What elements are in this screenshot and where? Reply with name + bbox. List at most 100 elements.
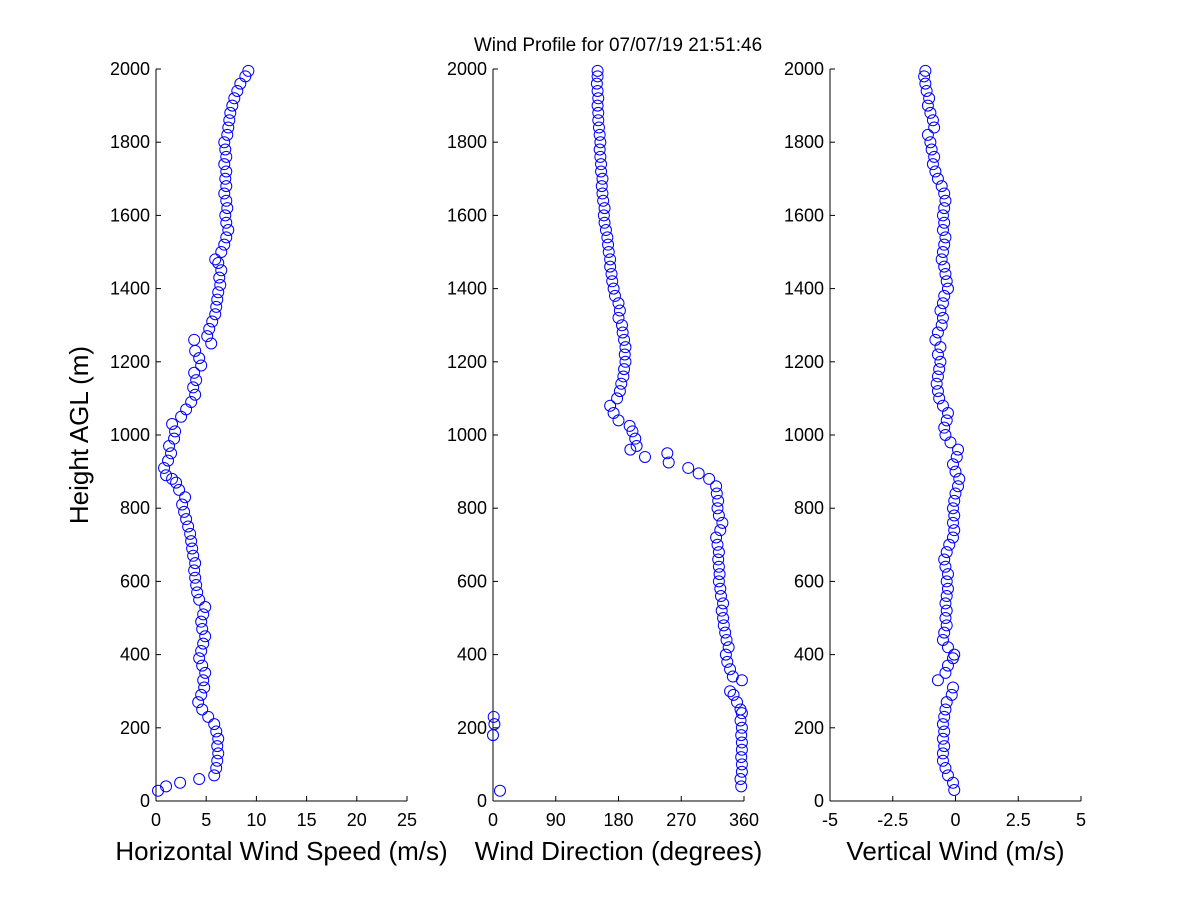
- hws-data-point: [220, 216, 233, 229]
- hws-data-point: [162, 454, 175, 467]
- vw-data-point: [936, 311, 949, 324]
- hws-data-point: [169, 425, 182, 438]
- hws-data-point: [224, 106, 237, 119]
- vw-data-point: [948, 648, 961, 661]
- wdir-data-point: [735, 758, 748, 771]
- vw-data-point: [946, 502, 959, 515]
- vw-data-point: [941, 641, 954, 654]
- wdir-xtick-label: 90: [546, 810, 566, 830]
- wdir-ytick-label: 1200: [447, 352, 487, 372]
- vw-data-point: [935, 253, 948, 266]
- vw-data-point: [952, 443, 965, 456]
- figure-title: Wind Profile for 07/07/19 21:51:46: [474, 35, 762, 56]
- vw-data-point: [919, 64, 932, 77]
- hws-data-point: [215, 246, 228, 258]
- vw-data-point: [946, 531, 959, 544]
- hws-data-point: [220, 231, 233, 244]
- wdir-data-point: [611, 392, 624, 405]
- hws-data-point: [166, 472, 179, 485]
- hws-data-point: [202, 710, 215, 723]
- vw-data-point: [946, 681, 959, 694]
- wdir-data-point: [591, 64, 604, 77]
- wdir-data-point: [597, 194, 610, 207]
- hws-data-point: [208, 718, 221, 731]
- wdir-data-point: [712, 560, 725, 573]
- wdir-data-point: [735, 751, 748, 764]
- vw-data-point: [934, 341, 947, 354]
- wdir-data-point: [612, 311, 625, 324]
- wdir-data-point: [602, 238, 615, 251]
- vw-data-point: [936, 754, 949, 767]
- vw-data-point: [939, 429, 952, 441]
- wdir-data-point: [595, 180, 608, 193]
- hws-data-point: [195, 688, 208, 701]
- hws-data-point: [213, 271, 226, 284]
- vw-data-point: [936, 209, 949, 222]
- wdir-data-point: [623, 419, 636, 432]
- wdir-data-point: [615, 377, 628, 390]
- hws-data-point: [199, 630, 212, 643]
- hws-data-point: [221, 202, 234, 215]
- wdir-xtick-label: 180: [603, 810, 633, 830]
- vw-data-point: [924, 136, 937, 149]
- wdir-data-point: [711, 538, 724, 551]
- wdir-data-point: [606, 275, 619, 288]
- wdir-data-point: [592, 114, 605, 127]
- vw-data-point: [938, 238, 951, 251]
- hws-data-point: [197, 637, 210, 650]
- hws-data-point: [193, 352, 206, 365]
- vw-xtick-label: 0: [950, 810, 960, 830]
- hws-data-point: [199, 601, 212, 614]
- vw-data-point: [920, 84, 933, 97]
- vw-data-point: [938, 421, 951, 434]
- hws-data-point: [178, 505, 191, 518]
- hws-data-point: [185, 535, 198, 548]
- vw-data-point: [950, 450, 963, 463]
- wdir-data-point: [626, 425, 639, 438]
- wdir-data-point: [714, 524, 727, 537]
- vw-ytick-label: 0: [814, 791, 824, 811]
- wdir-data-point: [734, 703, 747, 716]
- vw-data-point: [948, 509, 961, 522]
- vw-data-point: [936, 297, 949, 310]
- hws-data-point: [170, 476, 183, 489]
- wdir-data-point: [719, 648, 732, 661]
- hws-data-point: [220, 150, 233, 163]
- vw-data-point: [945, 688, 958, 701]
- hws-data-point: [215, 264, 228, 277]
- wdir-data-point: [591, 70, 604, 83]
- wdir-data-point: [487, 710, 500, 723]
- hws-xtick-label: 10: [246, 810, 266, 830]
- wdir-data-point: [711, 502, 724, 515]
- vw-data-point: [925, 143, 938, 156]
- wdir-data-point: [607, 407, 620, 420]
- vw-data-point: [939, 597, 952, 610]
- wdir-data-point: [734, 714, 747, 727]
- wdir-ytick-label: 2000: [447, 59, 487, 79]
- hws-data-point: [219, 172, 232, 185]
- wdir-data-point: [612, 297, 625, 310]
- hws-data-point: [184, 527, 197, 540]
- vw-data-point: [934, 355, 947, 368]
- wdir-data-point: [590, 77, 603, 90]
- vw-ytick-label: 1200: [784, 352, 824, 372]
- hws-data-point: [188, 333, 201, 346]
- hws-data-point: [158, 461, 171, 474]
- hws-data-point: [193, 652, 206, 665]
- vw-data-point: [939, 612, 952, 624]
- vw-ytick-label: 1400: [784, 279, 824, 299]
- vw-data-point: [918, 70, 931, 83]
- wdir-data-point: [592, 121, 605, 134]
- hws-ytick-label: 200: [120, 718, 150, 738]
- hws-data-point: [182, 520, 195, 533]
- wdir-data-point: [724, 685, 737, 698]
- vw-data-point: [928, 121, 941, 134]
- wdir-data-point: [735, 780, 748, 793]
- vw-data-point: [940, 696, 953, 709]
- hws-data-point: [212, 732, 225, 745]
- hws-data-point: [211, 293, 224, 306]
- hws-ytick-label: 800: [120, 498, 150, 518]
- vw-data-point: [926, 158, 939, 171]
- wdir-data-point: [712, 553, 725, 566]
- vw-data-point: [931, 172, 944, 185]
